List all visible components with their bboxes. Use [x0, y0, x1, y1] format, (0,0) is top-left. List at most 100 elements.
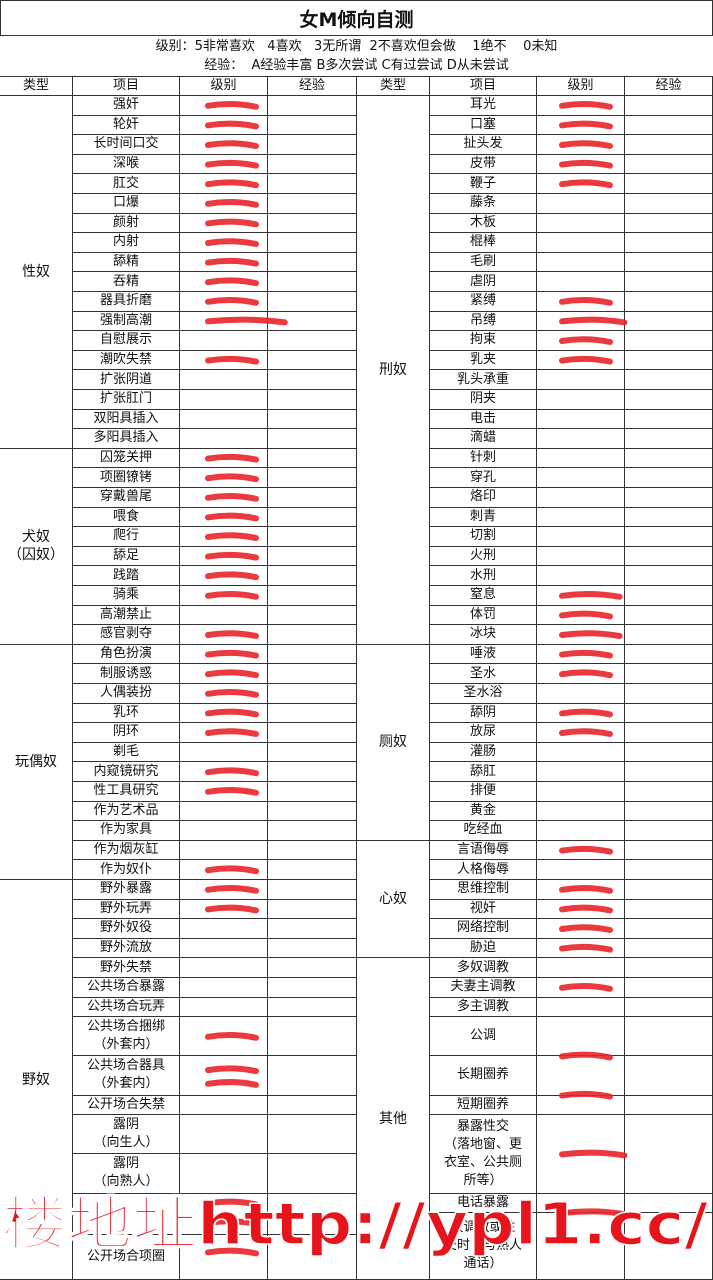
- level-cell: [537, 880, 625, 900]
- level-cell: [180, 213, 268, 234]
- hand-stroke: [559, 983, 613, 992]
- item: 木板: [430, 213, 537, 234]
- item: 公共场合暴露: [73, 978, 180, 998]
- experience-cell: [268, 154, 357, 175]
- experience-cell: [268, 488, 357, 508]
- item: 灌肠: [430, 742, 537, 763]
- item: 公调: [430, 1017, 537, 1057]
- item: 滴蜡: [430, 429, 537, 449]
- level-cell: [180, 586, 268, 606]
- hand-stroke: [559, 316, 628, 326]
- type: 犬奴 （囚奴）: [0, 448, 73, 645]
- level-cell: [537, 840, 625, 861]
- level-cell: [180, 723, 268, 743]
- hand-stroke: [205, 767, 259, 777]
- item: 舔肛: [430, 762, 537, 782]
- item: 夫妻主调教: [430, 978, 537, 998]
- level-cell: [180, 625, 268, 645]
- item: 骑乘: [73, 586, 180, 606]
- item: 作为艺术品: [73, 801, 180, 822]
- hand-stroke: [205, 551, 259, 561]
- level-cell: [180, 742, 268, 763]
- item: 放尿: [430, 723, 537, 743]
- hand-stroke: [559, 845, 613, 855]
- level-cell: [537, 409, 625, 430]
- experience-cell: [268, 782, 357, 802]
- experience-legend: 经验： A经验丰富 B多次尝试 C有过尝试 D从未尝试: [204, 58, 509, 73]
- item: 多主调教: [430, 997, 537, 1018]
- hand-stroke: [205, 1198, 259, 1208]
- item: 舔足: [73, 546, 180, 567]
- item: 露阴 （向生人）: [73, 1115, 180, 1155]
- level-cell: [537, 292, 625, 312]
- level-cell: [180, 801, 268, 822]
- experience-cell: [268, 468, 357, 488]
- level-legend: 级别：5非常喜欢 4喜欢 3无所谓 2不喜欢但会做 1绝不 0未知: [155, 39, 558, 54]
- experience-cell: [268, 997, 357, 1018]
- experience-cell: [268, 1056, 357, 1096]
- type-header: 类型: [357, 76, 430, 96]
- level-cell: [537, 742, 625, 763]
- experience-cell: [268, 860, 357, 880]
- level-cell: [180, 782, 268, 802]
- level-cell: [537, 448, 625, 469]
- hand-stroke: [205, 159, 259, 169]
- experience-cell: [268, 527, 357, 547]
- item: 爬行: [73, 527, 180, 547]
- hand-stroke: [205, 238, 259, 247]
- item-header: 项目: [430, 76, 537, 96]
- item: 高潮禁止: [73, 605, 180, 626]
- item: 内射: [73, 233, 180, 253]
- hand-stroke: [559, 120, 613, 130]
- item: 长时间口交: [73, 135, 180, 155]
- hand-stroke: [205, 904, 259, 914]
- hand-stroke: [559, 904, 613, 914]
- item: 肛交: [73, 174, 180, 194]
- hand-marks: [205, 101, 628, 1257]
- item: 公共场合捆绑 （外套内）: [73, 1017, 180, 1057]
- hand-stroke: [559, 336, 613, 345]
- item: 拘束: [430, 331, 537, 351]
- level-cell: [180, 390, 268, 410]
- hand-stroke: [205, 1032, 259, 1041]
- experience-cell: [268, 586, 357, 606]
- item: 窒息: [430, 586, 537, 606]
- level-cell: [180, 938, 268, 959]
- level-cell: [180, 919, 268, 939]
- experience-cell: [268, 174, 357, 194]
- item: 电话暴露: [430, 1193, 537, 1214]
- level-cell: [537, 507, 625, 528]
- level-cell: [537, 272, 625, 292]
- level-cell: [180, 840, 268, 861]
- item: 作为烟灰缸: [73, 840, 180, 861]
- item: 颜射: [73, 213, 180, 234]
- item: 水刑: [430, 566, 537, 586]
- level-cell: [537, 762, 625, 782]
- level-cell: [180, 997, 268, 1018]
- hand-stroke: [205, 101, 259, 110]
- item: 多奴调教: [430, 958, 537, 978]
- level-cell: [180, 1095, 268, 1116]
- level-cell: [537, 938, 625, 959]
- item: 乳环: [73, 703, 180, 724]
- hand-stroke: [559, 1208, 628, 1218]
- hand-stroke: [559, 101, 613, 110]
- hand-stroke: [559, 140, 613, 149]
- level-cell: [537, 723, 625, 743]
- hand-stroke: [205, 199, 259, 208]
- experience-cell: [268, 233, 357, 253]
- hand-stroke: [205, 1247, 259, 1257]
- item: 暴露性交 （落地窗、更 衣室、公共厕 所等）: [430, 1115, 537, 1194]
- level-cell: [537, 233, 625, 253]
- item: 自慰展示: [73, 331, 180, 351]
- hand-stroke: [205, 512, 259, 522]
- experience-cell: [268, 1115, 357, 1155]
- level-cell: [537, 135, 625, 155]
- item: 轮奸: [73, 115, 180, 136]
- level-cell: [537, 527, 625, 547]
- item: 感官剥夺: [73, 625, 180, 645]
- item: 内窥镜研究: [73, 762, 180, 782]
- experience-cell: [268, 194, 357, 214]
- item: 圣水: [430, 664, 537, 684]
- item: 阴环: [73, 723, 180, 743]
